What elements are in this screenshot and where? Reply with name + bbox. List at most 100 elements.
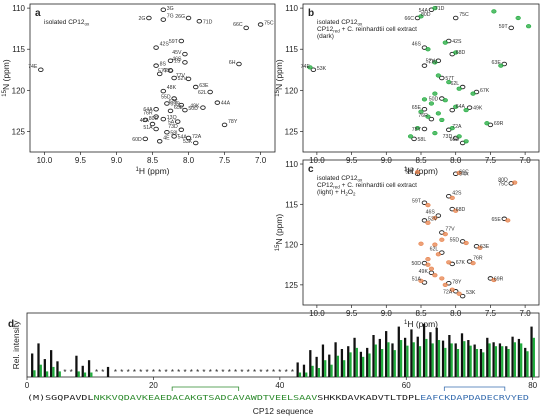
residue-label: 51A	[412, 276, 422, 282]
residue-label: 26G	[175, 14, 185, 20]
panel-letter: a	[35, 8, 41, 19]
x-tick-label: 9.0	[381, 309, 393, 318]
legend-entry: CP12red + C. reinhardtii cell extract	[317, 26, 417, 34]
y-tick-label: 125	[12, 127, 26, 136]
residue-label: 76R	[143, 111, 153, 117]
residue-label: 46S	[426, 210, 436, 216]
peak-point	[142, 136, 149, 142]
sequence-residue: D	[372, 394, 378, 402]
bar-black	[302, 364, 306, 377]
y-tick-label: 110	[285, 4, 298, 13]
x-tick-label: 20	[149, 381, 158, 390]
x-tick-label: 7.5	[485, 156, 497, 165]
legend-sub: ox	[357, 22, 363, 27]
bar-green	[412, 342, 415, 377]
bar-black	[31, 353, 34, 377]
sequence-residue: K	[329, 394, 336, 402]
x-axis-label-text: H (ppm)	[407, 319, 438, 329]
bar-green	[355, 347, 358, 377]
sequence-residue: V	[354, 394, 360, 402]
bar-green	[488, 343, 491, 377]
residue-label: 63E	[492, 60, 502, 66]
bar-black	[385, 331, 388, 377]
peak-point	[243, 25, 249, 31]
peak-point	[153, 126, 159, 132]
residue-label: 78Y	[228, 119, 238, 125]
y-tick-label: 115	[285, 200, 298, 209]
y-axis-label-text: N (ppm)	[1, 59, 11, 90]
legend-sub: ox	[357, 178, 363, 183]
peak-point	[185, 76, 192, 82]
y-axis-label: 15N (ppm)	[1, 59, 11, 97]
sequence-residue: A	[214, 394, 220, 402]
peak-point	[456, 170, 462, 175]
bar-black	[328, 354, 331, 377]
residue-label: 1S	[174, 59, 181, 65]
sequence-residue: D	[481, 394, 487, 402]
peak-point	[432, 60, 438, 65]
peak-point	[425, 114, 431, 119]
residue-label: 42S	[452, 39, 462, 45]
x-tick-label: 9.0	[381, 156, 393, 165]
x-axis-label: CP12 sequence	[253, 406, 314, 416]
x-tick-label: 10.0	[37, 156, 53, 165]
sequence-residue: S	[293, 394, 299, 402]
bar-green	[324, 360, 327, 377]
x-axis-label: 1H (ppm)	[404, 166, 438, 176]
peak-point	[182, 107, 188, 113]
residue-label: 44A	[221, 101, 231, 107]
residue-label: 46S	[412, 42, 422, 48]
bar-green	[463, 341, 466, 377]
peak-point	[432, 130, 438, 136]
sequence-residue: T	[202, 394, 208, 402]
legend-entry: isolated CP12ox	[44, 19, 90, 27]
sequence-residue: Q	[57, 394, 63, 402]
peak-point	[421, 97, 428, 102]
residue-label: 69R	[494, 121, 504, 127]
x-axis-label-text: H (ppm)	[407, 166, 438, 176]
sequence-residue: S	[45, 394, 51, 402]
sequence-residue: K	[100, 394, 107, 402]
peak-point	[182, 60, 188, 65]
peak-point	[432, 242, 438, 247]
missing-marker: *	[253, 368, 256, 377]
sequence-residue: V	[269, 394, 275, 402]
residue-label: 53K	[466, 290, 476, 296]
x-tick-label: 9.5	[75, 156, 87, 165]
bar-black	[56, 361, 59, 377]
x-tick-label: 9.0	[111, 156, 123, 165]
y-tick-label: 120	[12, 86, 26, 95]
sequence-text: (M) S G Q P A V D L N K K V Q D A V K E A E D A C A K G T S A D C A V A W D T…	[27, 394, 529, 402]
bar-black	[422, 323, 426, 377]
residue-label: 75C	[459, 12, 469, 18]
sequence-residue: V	[378, 394, 384, 402]
legend-text: CP12	[317, 182, 334, 189]
bar-green	[406, 345, 409, 377]
y-axis-label: 15N (ppm)	[274, 214, 284, 252]
residue-label: 8S	[160, 62, 167, 68]
y-tick-label: 120	[285, 86, 299, 95]
bar-black	[391, 343, 394, 377]
missing-marker: *	[63, 368, 66, 377]
sequence-residue: V	[75, 394, 81, 402]
peak-point	[439, 237, 445, 242]
peak-point	[425, 262, 431, 267]
residue-label: 80D	[421, 12, 431, 18]
residue-label: 42S	[160, 42, 170, 48]
x-tick-label: 7.5	[219, 156, 231, 165]
peak-point	[470, 91, 476, 96]
peak-point	[512, 180, 518, 185]
peak-point	[38, 67, 44, 73]
missing-marker: *	[202, 368, 205, 377]
missing-marker: *	[95, 368, 98, 377]
sequence-residue: K	[335, 394, 342, 402]
missing-marker: *	[127, 368, 130, 377]
residue-label: 80D	[498, 177, 508, 183]
sequence-residue: K	[106, 394, 113, 402]
peak-point	[142, 117, 149, 123]
peak-point	[435, 213, 442, 218]
missing-marker: *	[278, 368, 281, 377]
residue-label: 7G	[167, 14, 174, 20]
sequence-residue: D	[166, 394, 172, 402]
bar-green	[362, 356, 365, 377]
